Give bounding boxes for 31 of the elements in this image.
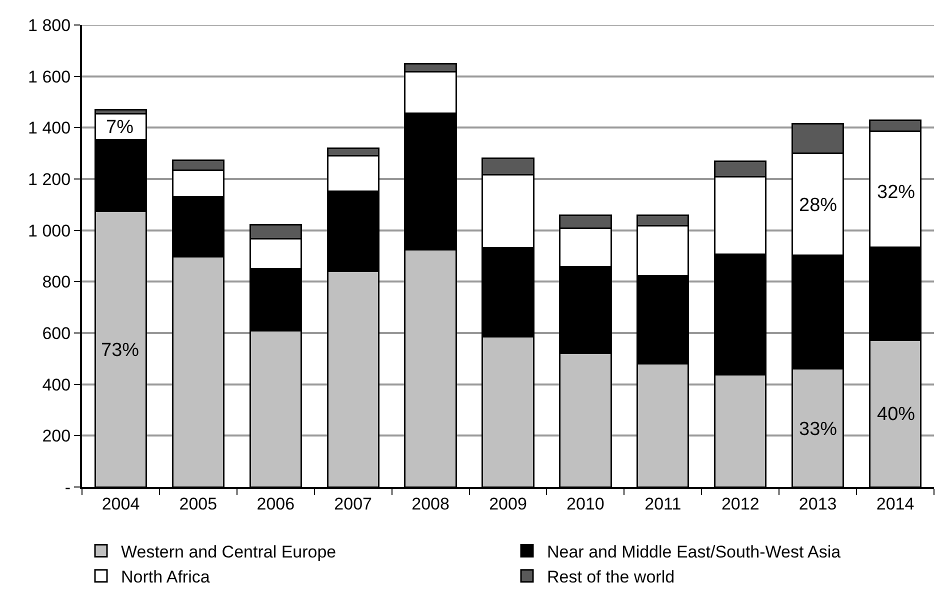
y-tick-label: 600 xyxy=(42,324,71,343)
x-tick-label: 2013 xyxy=(798,494,837,514)
legend-label: Near and Middle East/South-West Asia xyxy=(547,542,842,562)
annotation: 73% xyxy=(101,340,140,361)
y-tick-label: 200 xyxy=(42,426,71,446)
x-tick-label: 2004 xyxy=(102,494,140,514)
annotation: 7% xyxy=(106,117,134,138)
x-tick-label: 2006 xyxy=(256,494,295,514)
legend-label: Western and Central Europe xyxy=(121,542,336,562)
y-tick-label: 1 400 xyxy=(28,118,71,138)
x-tick-label: 2014 xyxy=(876,494,914,514)
x-tick-label: 2010 xyxy=(566,494,604,514)
y-tick-label: 400 xyxy=(42,375,71,394)
x-tick-label: 2005 xyxy=(179,494,218,514)
x-tick-label: 2007 xyxy=(334,494,372,514)
annotation: 33% xyxy=(799,419,838,440)
y-tick-label: 1 200 xyxy=(28,170,71,189)
y-tick-label: - xyxy=(64,478,71,497)
x-tick-label: 2008 xyxy=(412,494,450,514)
x-tick-label: 2011 xyxy=(644,494,682,514)
y-tick-label: 1 600 xyxy=(28,67,71,86)
x-tick-label: 2012 xyxy=(721,494,760,514)
annotation: 40% xyxy=(877,404,916,425)
x-tick-label: 2009 xyxy=(489,494,527,514)
legend-label: North Africa xyxy=(121,567,210,586)
annotation: 32% xyxy=(877,182,916,203)
y-tick-label: 1 000 xyxy=(28,221,71,240)
annotation: 28% xyxy=(799,195,838,216)
y-tick-label: 800 xyxy=(42,272,71,292)
y-tick-label: 1 800 xyxy=(28,16,71,35)
legend-label: Rest of the world xyxy=(547,567,675,586)
